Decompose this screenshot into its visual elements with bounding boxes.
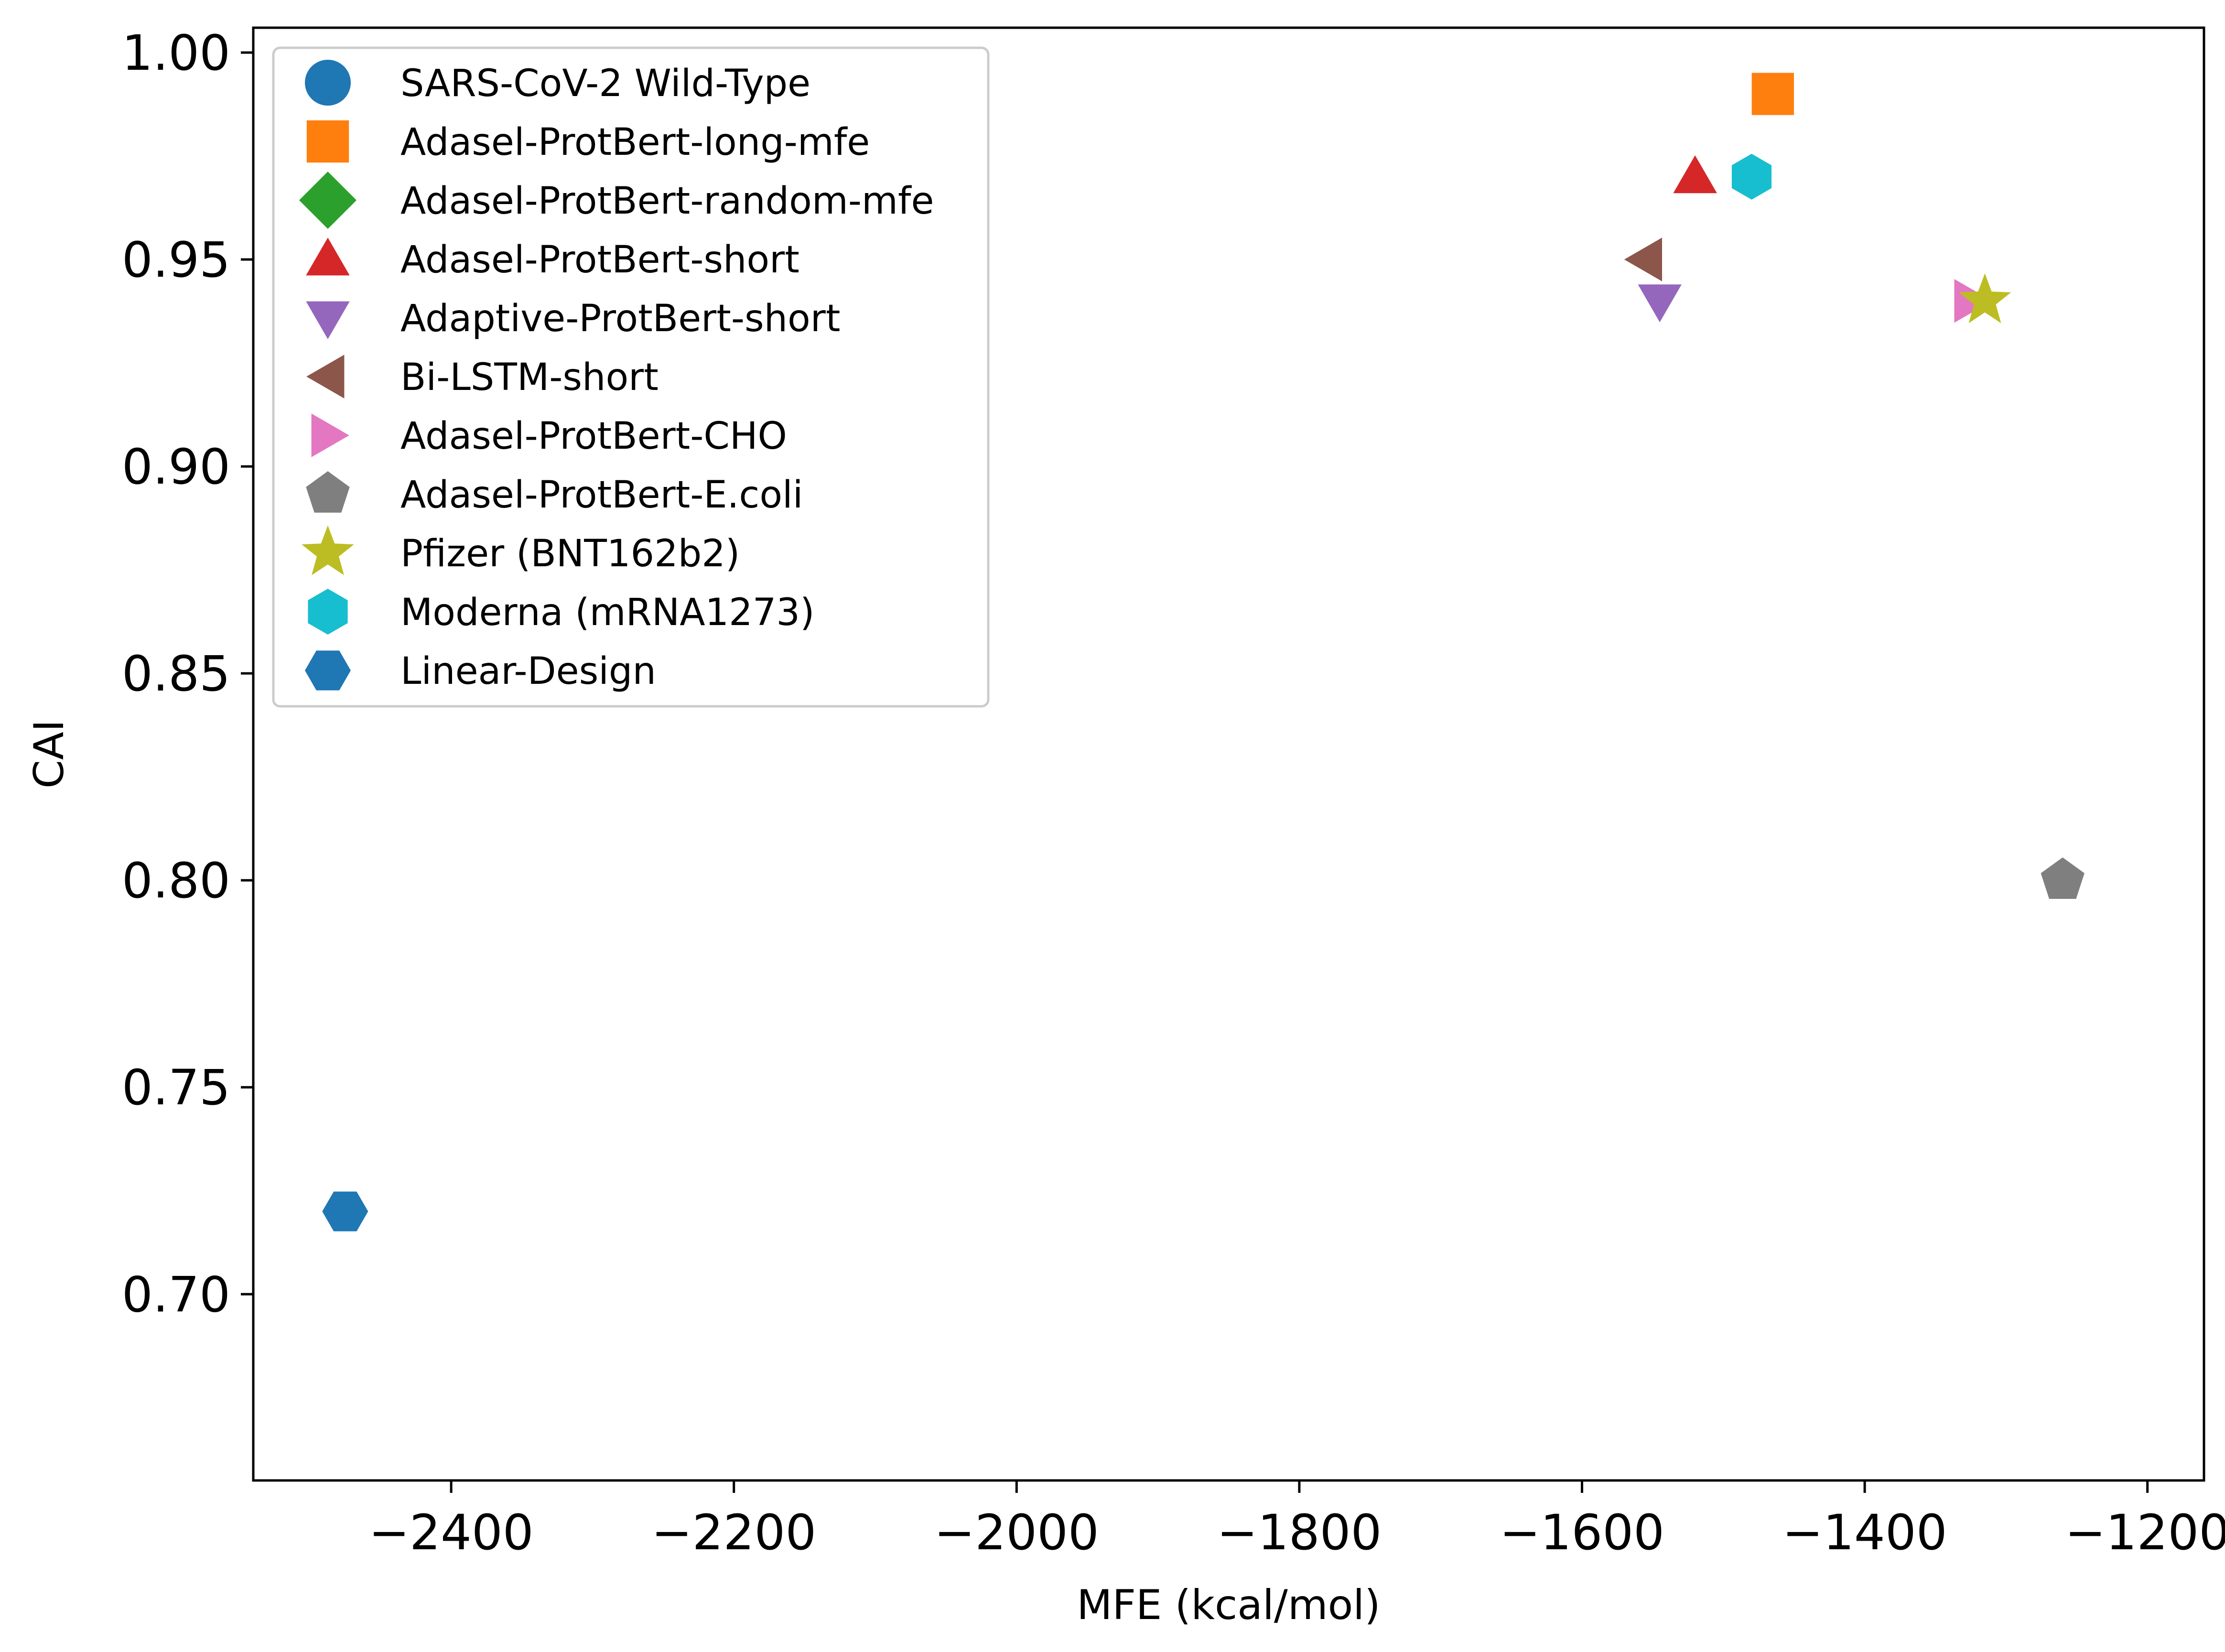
legend-marker [306, 238, 350, 276]
y-tick-label: 1.00 [122, 25, 230, 82]
x-tick-label: −1800 [1217, 1504, 1382, 1561]
plot-area-frame [252, 26, 2205, 1482]
legend-entry-label: Adasel-ProtBert-long-mfe [400, 121, 870, 164]
data-points [322, 73, 2085, 1231]
legend-marker [306, 120, 349, 163]
legend-entry-label: Adasel-ProtBert-CHO [400, 415, 787, 458]
y-tick-label: 0.85 [122, 646, 230, 702]
y-tick-label: 0.75 [122, 1059, 230, 1116]
legend-box [272, 46, 990, 708]
x-tick-label: −1600 [1500, 1504, 1664, 1561]
data-point [1731, 153, 1771, 200]
data-point [1751, 73, 1794, 115]
legend-entry-label: Pfizer (BNT162b2) [400, 532, 740, 575]
legend-marker [302, 525, 354, 575]
legend-marker [308, 589, 348, 635]
legend-marker [305, 650, 351, 691]
x-tick-label: −2000 [934, 1504, 1099, 1561]
x-tick-label: −2400 [369, 1504, 534, 1561]
legend-entry-label: Adasel-ProtBert-E.coli [400, 474, 803, 517]
legend-marker [299, 172, 356, 229]
y-tick-label: 0.95 [122, 232, 230, 289]
data-point [1638, 284, 1682, 323]
legend-entry-label: Adaptive-ProtBert-short [400, 297, 840, 340]
legend-entry-label: Linear-Design [400, 650, 656, 693]
data-point [2041, 857, 2085, 899]
data-point [1958, 273, 2011, 324]
legend-marker [306, 471, 350, 513]
data-point [322, 1191, 368, 1231]
x-axis-ticks: −2400 −2200 −2000 −1800 −1600 −1400 −1200 [369, 1480, 2225, 1561]
legend-marker [311, 413, 349, 457]
legend-marker [305, 60, 351, 106]
legend-entry-label: SARS-CoV-2 Wild-Type [400, 62, 810, 105]
x-tick-label: −1400 [1782, 1504, 1947, 1561]
data-point [1673, 155, 1717, 194]
legend: SARS-CoV-2 Wild-Type Adasel-ProtBert-long… [272, 46, 990, 708]
legend-entry-label: Moderna (mRNA1273) [400, 591, 815, 634]
x-tick-label: −2200 [651, 1504, 816, 1561]
data-point [1624, 238, 1662, 281]
y-axis-ticks: 0.70 0.75 0.80 0.85 0.90 0.95 1.00 [122, 25, 253, 1323]
legend-entry-label: Bi-LSTM-short [400, 356, 659, 399]
x-axis-label: MFE (kcal/mol) [1077, 1581, 1380, 1629]
legend-entry-label: Adasel-ProtBert-short [400, 238, 799, 281]
y-axis-label: CAI [25, 720, 73, 788]
y-tick-label: 0.80 [122, 853, 230, 909]
y-tick-label: 0.70 [122, 1266, 230, 1323]
legend-marker [306, 301, 350, 339]
legend-marker [306, 355, 345, 399]
legend-entry-label: Adasel-ProtBert-random-mfe [400, 180, 934, 223]
y-tick-label: 0.90 [122, 439, 230, 496]
x-tick-label: −1200 [2065, 1504, 2225, 1561]
